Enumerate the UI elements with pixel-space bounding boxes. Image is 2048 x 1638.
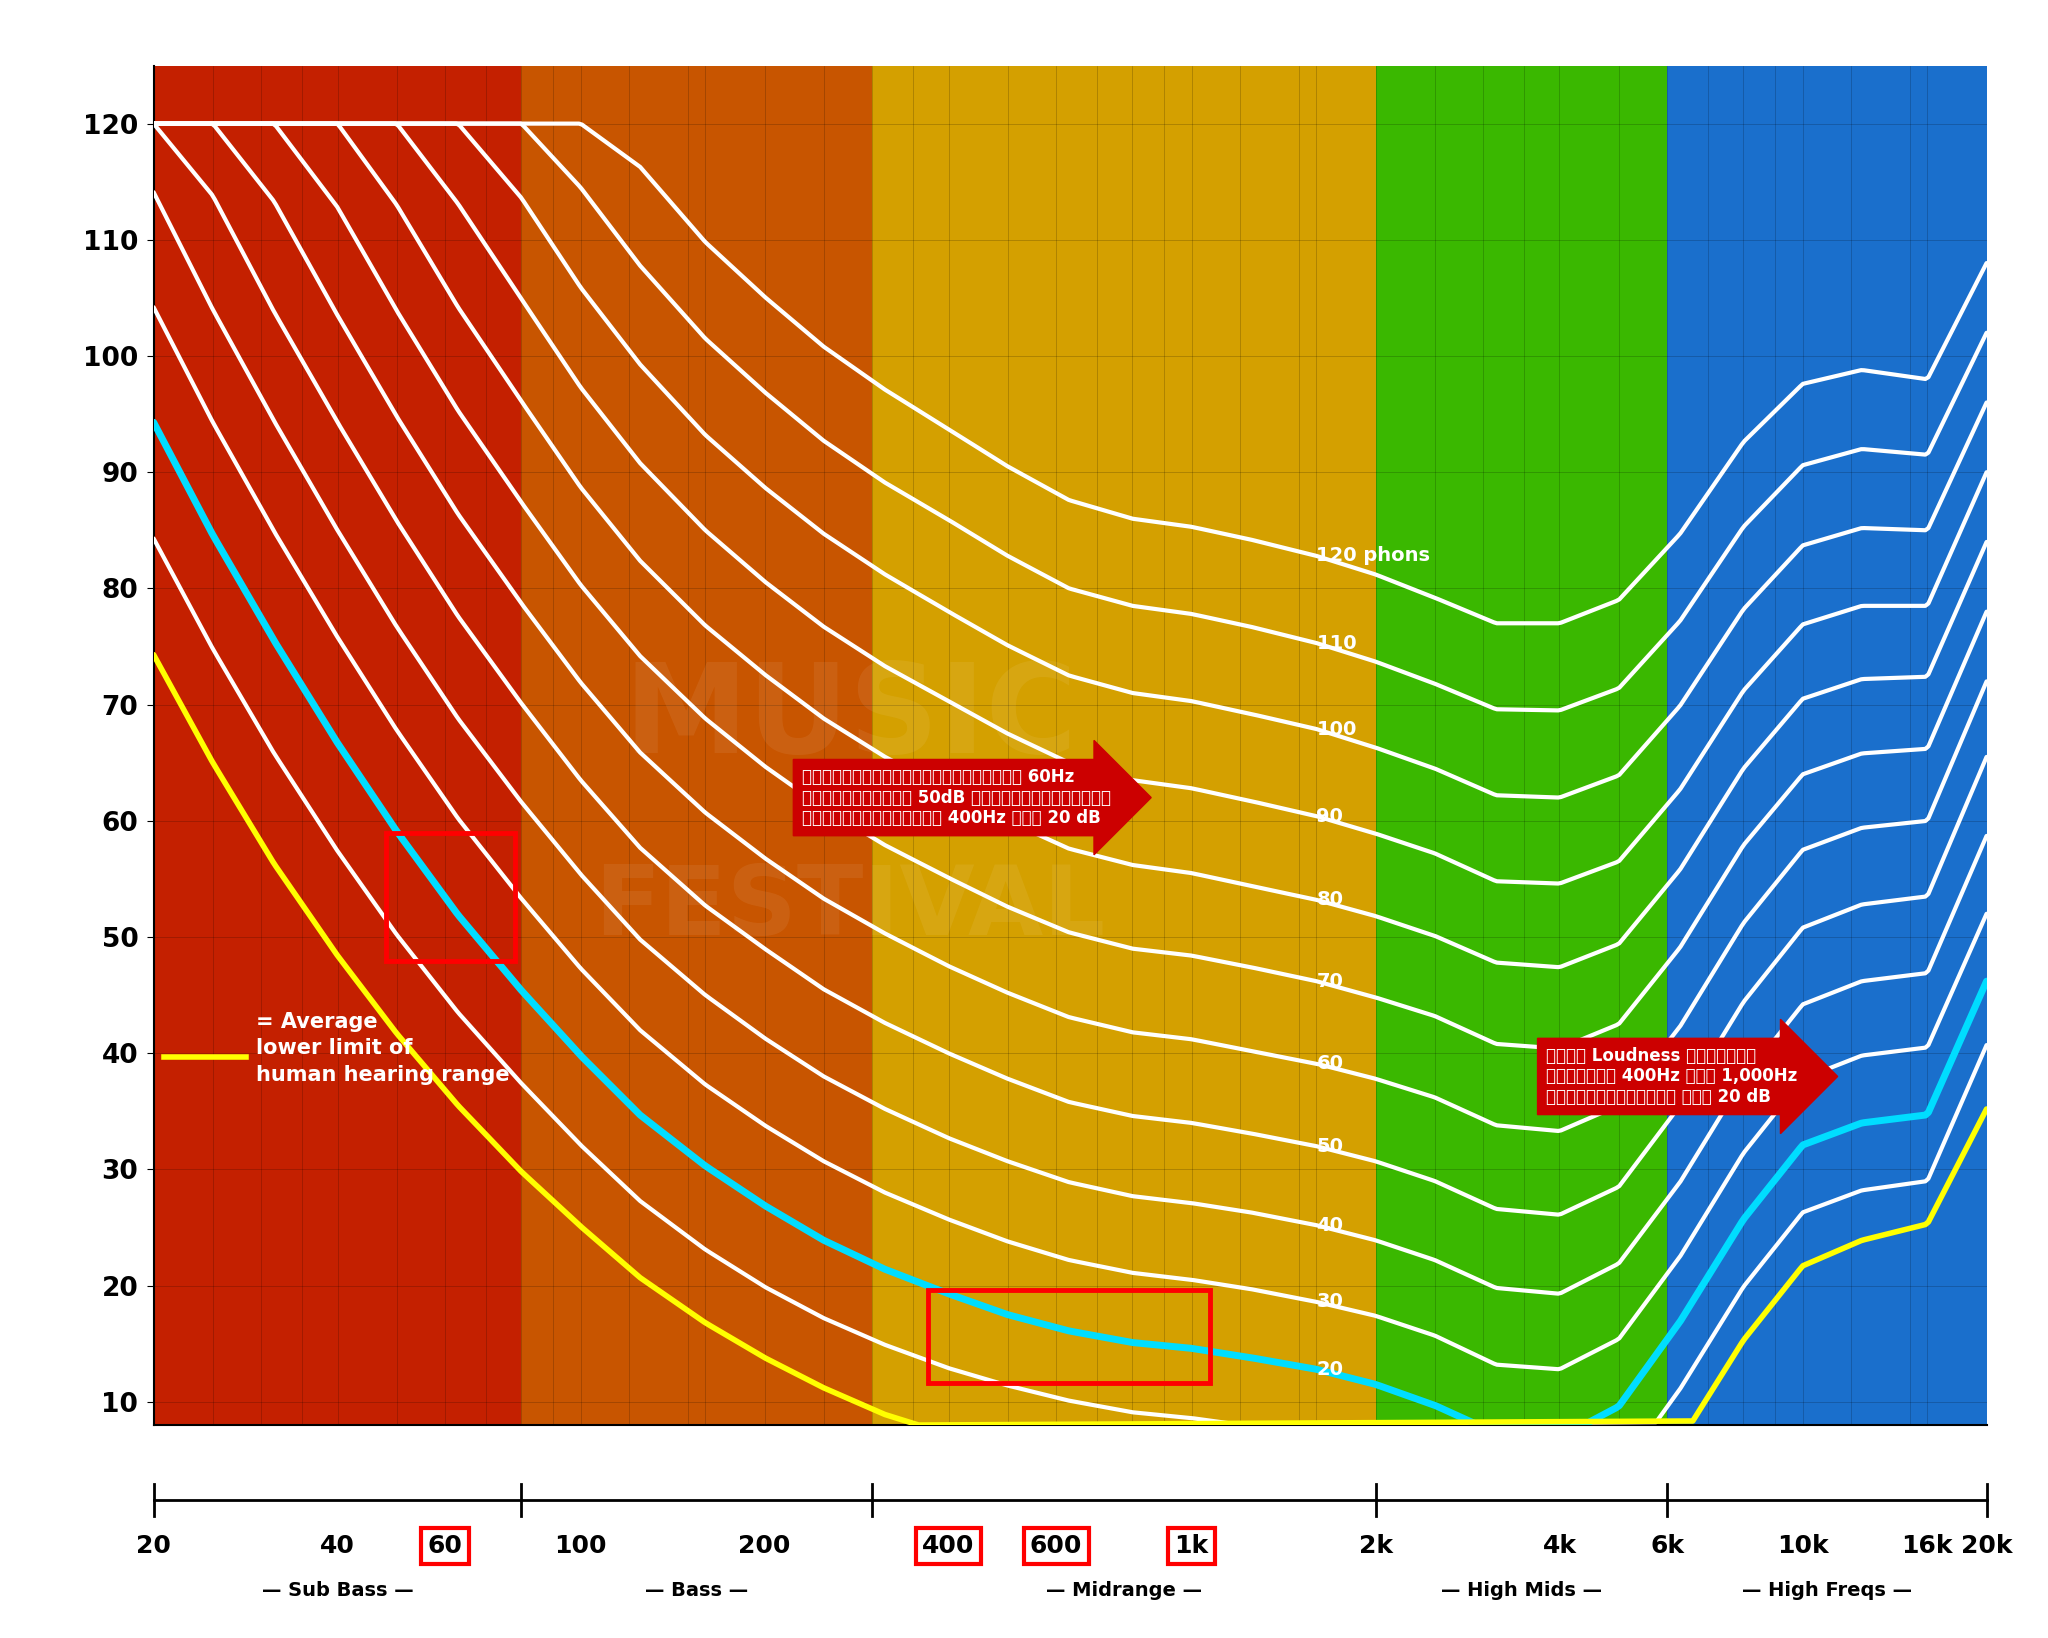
Text: MUSIC: MUSIC [623, 657, 1077, 778]
Text: 1k: 1k [1176, 1533, 1208, 1558]
Text: เพิ่มความดังของความที่ 60Hz
ขึ้นไปจนถึง 50dB เพื่อให้ได้ยิน
เท่ากับความที่ 400Hz: เพิ่มความดังของความที่ 60Hz ขึ้นไปจนถึง … [457, 768, 1110, 911]
Text: 100: 100 [555, 1533, 606, 1558]
Text: 90: 90 [1317, 806, 1343, 826]
Text: 400: 400 [922, 1533, 975, 1558]
Text: เส้น Loudness ตั้งแต่
ความที่ 400Hz ถึง 1,000Hz
จะเป็นเส้นตรง ที่ 20 dB: เส้น Loudness ตั้งแต่ ความที่ 400Hz ถึง … [1403, 1047, 1798, 1382]
Text: 6k: 6k [1651, 1533, 1683, 1558]
Text: 40: 40 [319, 1533, 354, 1558]
Bar [1376, 66, 1667, 1425]
Text: — Midrange —: — Midrange — [1047, 1581, 1202, 1600]
Text: 80: 80 [1317, 891, 1343, 909]
Text: 40: 40 [1317, 1215, 1343, 1235]
Bar [928, 1289, 1210, 1382]
Text: 20: 20 [135, 1533, 172, 1558]
Text: 600: 600 [1030, 1533, 1081, 1558]
Bar [385, 834, 514, 962]
Text: 2k: 2k [1358, 1533, 1393, 1558]
Text: 100: 100 [1317, 719, 1356, 739]
Text: 30: 30 [1317, 1292, 1343, 1312]
Text: 10k: 10k [1778, 1533, 1829, 1558]
Bar [872, 66, 1376, 1425]
Text: 110: 110 [1317, 634, 1358, 652]
Text: — High Freqs —: — High Freqs — [1743, 1581, 1913, 1600]
Text: 50: 50 [1317, 1137, 1343, 1156]
Text: 20k: 20k [1960, 1533, 2013, 1558]
Text: — Sub Bass —: — Sub Bass — [262, 1581, 414, 1600]
Text: FESTIVAL: FESTIVAL [594, 862, 1106, 955]
Text: 60: 60 [428, 1533, 463, 1558]
Text: 70: 70 [1317, 971, 1343, 991]
Text: 20: 20 [1317, 1360, 1343, 1379]
Bar [522, 66, 872, 1425]
Text: 200: 200 [739, 1533, 791, 1558]
Bar [1667, 66, 1987, 1425]
Text: 60: 60 [1317, 1055, 1343, 1073]
Text: 4k: 4k [1542, 1533, 1577, 1558]
Text: 16k: 16k [1903, 1533, 1954, 1558]
Text: = Average
lower limit of
human hearing range: = Average lower limit of human hearing r… [256, 1012, 510, 1084]
Text: 120 phons: 120 phons [1317, 547, 1430, 565]
Text: — Bass —: — Bass — [645, 1581, 748, 1600]
Bar [154, 66, 522, 1425]
Text: — High Mids —: — High Mids — [1442, 1581, 1602, 1600]
